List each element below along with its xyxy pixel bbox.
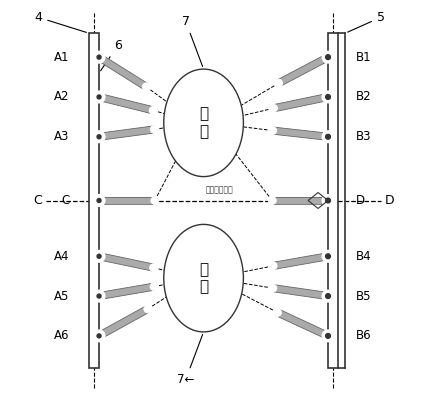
Circle shape <box>326 254 330 259</box>
Polygon shape <box>272 253 329 269</box>
Circle shape <box>149 106 157 114</box>
Circle shape <box>97 135 101 139</box>
Text: B2: B2 <box>356 91 372 103</box>
Circle shape <box>151 196 159 205</box>
Circle shape <box>326 198 330 203</box>
Polygon shape <box>276 309 330 339</box>
Text: B5: B5 <box>356 290 371 303</box>
Circle shape <box>326 134 330 139</box>
Circle shape <box>326 334 330 338</box>
Polygon shape <box>98 283 155 300</box>
Circle shape <box>322 290 334 302</box>
Circle shape <box>268 127 276 135</box>
Text: A6: A6 <box>54 329 69 342</box>
Circle shape <box>97 95 101 99</box>
Polygon shape <box>99 197 155 204</box>
Text: A2: A2 <box>54 91 69 103</box>
Circle shape <box>269 284 277 292</box>
Circle shape <box>326 95 330 99</box>
Circle shape <box>93 250 105 262</box>
Circle shape <box>150 283 158 291</box>
Polygon shape <box>273 93 329 112</box>
Text: B4: B4 <box>356 250 372 263</box>
Circle shape <box>93 290 105 302</box>
Circle shape <box>322 250 334 262</box>
Circle shape <box>273 308 281 316</box>
Circle shape <box>97 254 101 258</box>
Text: A1: A1 <box>54 51 69 64</box>
Polygon shape <box>97 54 148 90</box>
Circle shape <box>322 330 334 342</box>
Bar <box>89 33 99 368</box>
Text: B3: B3 <box>356 130 371 143</box>
Text: C: C <box>61 194 69 207</box>
Polygon shape <box>272 127 328 140</box>
Circle shape <box>97 198 101 203</box>
Text: 7: 7 <box>182 15 202 67</box>
Text: A4: A4 <box>54 250 69 263</box>
Circle shape <box>93 131 105 143</box>
Circle shape <box>269 262 277 270</box>
Text: 6: 6 <box>101 38 122 71</box>
Text: D: D <box>356 194 365 207</box>
Circle shape <box>97 55 101 59</box>
Circle shape <box>322 131 334 143</box>
Circle shape <box>322 51 334 63</box>
Circle shape <box>97 294 101 298</box>
Circle shape <box>275 79 283 87</box>
Polygon shape <box>272 285 329 300</box>
Circle shape <box>326 294 330 298</box>
Circle shape <box>268 196 276 205</box>
Text: A3: A3 <box>54 130 69 143</box>
Polygon shape <box>98 93 154 114</box>
Text: B6: B6 <box>356 329 372 342</box>
Circle shape <box>93 194 105 207</box>
Circle shape <box>144 305 152 313</box>
Text: 5: 5 <box>348 11 385 32</box>
Circle shape <box>142 83 150 91</box>
Text: B1: B1 <box>356 51 372 64</box>
Circle shape <box>93 51 105 63</box>
Bar <box>328 33 338 368</box>
Polygon shape <box>98 253 154 271</box>
Polygon shape <box>99 126 155 140</box>
Polygon shape <box>97 306 150 339</box>
Text: 7←: 7← <box>177 334 202 386</box>
Text: 涡
旋: 涡 旋 <box>199 262 208 294</box>
Circle shape <box>326 55 330 59</box>
Text: 4: 4 <box>35 11 86 32</box>
Circle shape <box>97 334 101 338</box>
Circle shape <box>93 330 105 342</box>
Circle shape <box>322 194 334 207</box>
Circle shape <box>269 104 277 112</box>
Text: C: C <box>34 194 42 207</box>
Text: 焚烧炉中心线: 焚烧炉中心线 <box>206 186 233 194</box>
Polygon shape <box>277 54 330 86</box>
Text: D: D <box>385 194 394 207</box>
Text: A5: A5 <box>54 290 69 303</box>
Ellipse shape <box>164 225 243 332</box>
Ellipse shape <box>164 69 243 176</box>
Polygon shape <box>272 197 328 204</box>
Circle shape <box>322 91 334 103</box>
Circle shape <box>93 91 105 103</box>
Text: 涡
旋: 涡 旋 <box>199 107 208 139</box>
Circle shape <box>150 264 158 271</box>
Circle shape <box>150 126 158 134</box>
